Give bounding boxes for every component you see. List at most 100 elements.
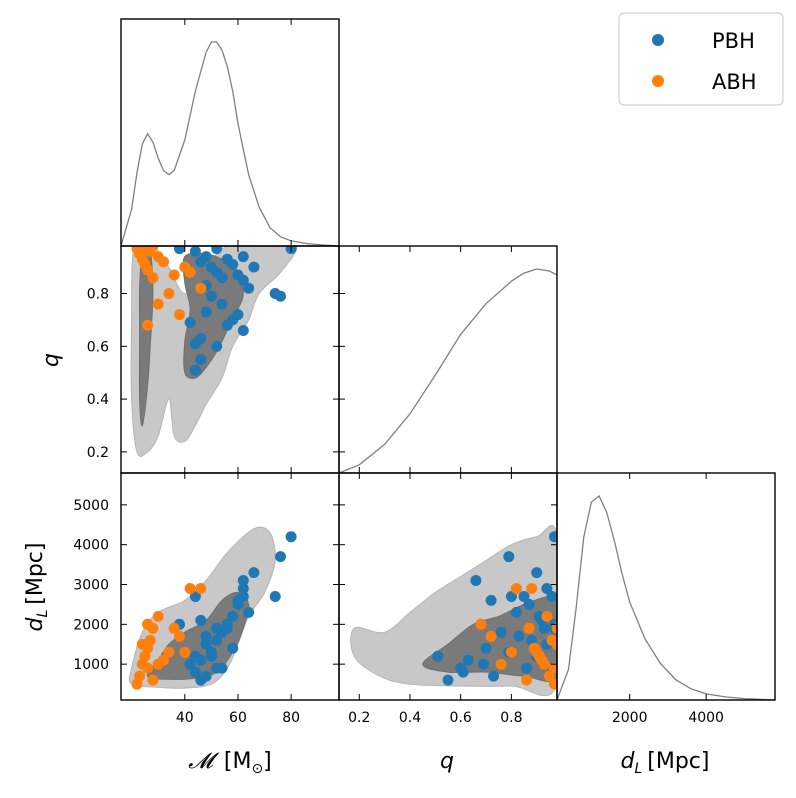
scatter-point-pbh bbox=[510, 606, 522, 618]
scatter-point-pbh bbox=[211, 246, 223, 255]
scatter-point-pbh bbox=[455, 662, 467, 674]
scatter-point-pbh bbox=[211, 634, 223, 646]
scatter-point-pbh bbox=[546, 591, 557, 602]
scatter-point-pbh bbox=[221, 618, 233, 630]
scatter-point-pbh bbox=[200, 638, 212, 650]
scatter-point-pbh bbox=[237, 274, 249, 286]
legend-frame bbox=[618, 12, 784, 106]
scatter-panel-chirp_mass-d_L bbox=[131, 531, 297, 690]
scatter-point-abh bbox=[147, 674, 159, 686]
tick-label: 4000 bbox=[688, 710, 724, 726]
scatter-point-abh bbox=[195, 282, 207, 294]
scatter-point-pbh bbox=[195, 614, 207, 626]
scatter-point-abh bbox=[142, 618, 154, 630]
scatter-point-pbh bbox=[269, 288, 281, 299]
scatter-point-pbh bbox=[523, 598, 535, 610]
scatter-point-pbh bbox=[184, 658, 196, 670]
x-axis-label-dL: dL [Mpc] bbox=[621, 749, 710, 777]
scatter-point-pbh bbox=[205, 290, 217, 302]
scatter-point-pbh bbox=[275, 551, 286, 563]
y-axis-label-dL: dL[Mpc] bbox=[23, 543, 51, 632]
scatter-point-abh bbox=[551, 638, 557, 650]
scatter-point-pbh bbox=[189, 591, 201, 602]
scatter-point-pbh bbox=[243, 282, 255, 294]
scatter-point-pbh bbox=[211, 622, 223, 634]
tick-label: 3000 bbox=[73, 578, 109, 594]
legend-label-abh: ABH bbox=[712, 70, 757, 94]
scatter-point-pbh bbox=[189, 650, 201, 662]
scatter-point-abh bbox=[536, 654, 548, 666]
scatter-point-pbh bbox=[237, 583, 249, 594]
scatter-point-pbh bbox=[184, 317, 196, 328]
scatter-point-pbh bbox=[232, 594, 244, 606]
scatter-point-abh bbox=[174, 630, 185, 642]
scatter-point-pbh bbox=[216, 298, 228, 310]
kde-curve-chirp_mass bbox=[120, 41, 340, 247]
tick-label: 0.6 bbox=[87, 339, 109, 355]
scatter-point-abh bbox=[142, 662, 154, 674]
scatter-point-pbh bbox=[521, 662, 533, 674]
scatter-point-abh bbox=[521, 674, 533, 686]
tick-label: 5000 bbox=[73, 498, 109, 514]
scatter-point-pbh bbox=[285, 531, 297, 543]
scatter-point-abh bbox=[179, 646, 191, 658]
tick-label: 0.8 bbox=[87, 287, 109, 303]
scatter-point-pbh bbox=[205, 646, 217, 658]
tick-label: 2000 bbox=[612, 710, 648, 726]
scatter-point-pbh bbox=[237, 251, 249, 263]
scatter-point-pbh bbox=[216, 272, 228, 284]
scatter-point-pbh bbox=[227, 642, 239, 654]
scatter-point-abh bbox=[541, 610, 553, 622]
legend-marker-abh bbox=[652, 75, 664, 87]
scatter-point-abh bbox=[168, 622, 180, 634]
scatter-point-pbh bbox=[232, 309, 244, 321]
scatter-point-pbh bbox=[470, 575, 482, 586]
scatter-point-pbh bbox=[200, 306, 212, 318]
scatter-point-abh bbox=[523, 622, 535, 634]
scatter-point-abh bbox=[551, 622, 557, 634]
marginal-kde-layer bbox=[120, 41, 776, 701]
scatter-point-pbh bbox=[269, 591, 281, 602]
scatter-point-pbh bbox=[531, 567, 543, 579]
scatter-point-pbh bbox=[485, 594, 497, 606]
scatter-point-abh bbox=[168, 269, 180, 281]
scatter-point-abh bbox=[158, 256, 169, 268]
scatter-point-pbh bbox=[518, 591, 530, 602]
scatter-point-abh bbox=[526, 583, 538, 594]
contour-layer bbox=[128, 246, 557, 697]
scatter-point-pbh bbox=[495, 626, 507, 638]
scatter-point-pbh bbox=[480, 642, 492, 654]
scatter-point-pbh bbox=[488, 670, 500, 682]
tick-label: 60 bbox=[229, 710, 247, 726]
scatter-point-abh bbox=[163, 288, 175, 299]
scatter-point-pbh bbox=[237, 575, 249, 586]
scatter-point-pbh bbox=[227, 610, 239, 622]
scatter-point-abh bbox=[495, 658, 507, 670]
kde-curve-d_L bbox=[556, 494, 776, 701]
scatter-point-pbh bbox=[549, 531, 557, 543]
tick-label: 0.2 bbox=[348, 710, 370, 726]
x-axis-label-chirp-mass: 𝓜 [M⊙] bbox=[188, 749, 272, 777]
scatter-point-pbh bbox=[432, 650, 444, 662]
legend-label-pbh: PBH bbox=[712, 29, 755, 53]
scatter-point-abh bbox=[152, 610, 164, 622]
tick-label: 1000 bbox=[73, 657, 109, 673]
scatter-layer bbox=[131, 246, 557, 690]
scatter-point-pbh bbox=[462, 654, 474, 666]
panel-frame-0-0 bbox=[120, 18, 340, 247]
scatter-point-pbh bbox=[478, 658, 489, 670]
scatter-point-abh bbox=[174, 309, 185, 321]
scatter-point-pbh bbox=[211, 340, 223, 352]
scatter-point-pbh bbox=[533, 610, 545, 622]
scatter-point-abh bbox=[549, 662, 557, 674]
scatter-point-pbh bbox=[248, 567, 260, 579]
scatter-point-abh bbox=[136, 638, 148, 650]
scatter-point-pbh bbox=[195, 674, 207, 686]
scatter-point-pbh bbox=[200, 251, 212, 263]
kde-curve-q bbox=[338, 268, 558, 474]
scatter-point-pbh bbox=[237, 325, 249, 336]
scatter-point-pbh bbox=[513, 630, 525, 642]
scatter-point-pbh bbox=[503, 551, 515, 563]
scatter-point-abh bbox=[485, 630, 497, 642]
